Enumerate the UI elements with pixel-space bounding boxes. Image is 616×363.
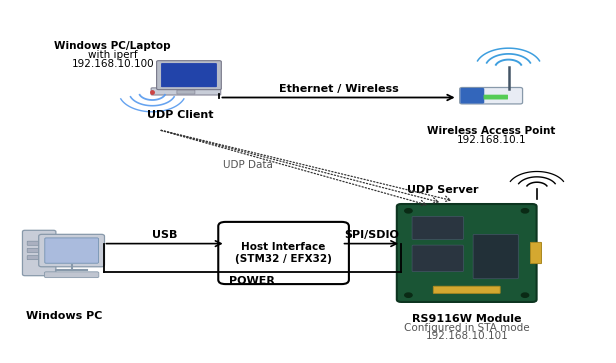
Text: 192.168.10.1: 192.168.10.1 [456, 135, 526, 146]
FancyBboxPatch shape [44, 272, 99, 278]
Text: POWER: POWER [229, 276, 275, 286]
FancyBboxPatch shape [412, 245, 463, 272]
FancyBboxPatch shape [161, 64, 216, 87]
Text: UDP Data: UDP Data [222, 160, 272, 170]
Text: RS9116W Module: RS9116W Module [412, 314, 522, 324]
FancyBboxPatch shape [433, 286, 500, 293]
FancyBboxPatch shape [177, 90, 195, 94]
Text: with iperf: with iperf [88, 50, 137, 60]
Text: UDP Server: UDP Server [407, 185, 478, 195]
FancyBboxPatch shape [473, 234, 518, 279]
FancyBboxPatch shape [27, 256, 51, 260]
Text: UDP Client: UDP Client [147, 110, 213, 121]
FancyBboxPatch shape [27, 248, 51, 253]
Text: Wireless Access Point: Wireless Access Point [427, 126, 555, 136]
Text: 192.168.10.100: 192.168.10.100 [71, 58, 154, 69]
Text: Host Interface: Host Interface [241, 242, 326, 252]
FancyBboxPatch shape [39, 234, 105, 267]
FancyBboxPatch shape [397, 204, 537, 302]
Circle shape [405, 293, 412, 297]
Circle shape [521, 293, 529, 297]
Text: Ethernet / Wireless: Ethernet / Wireless [278, 83, 399, 94]
FancyBboxPatch shape [530, 242, 541, 264]
Text: 192.168.10.101: 192.168.10.101 [425, 331, 508, 341]
Text: Configured in STA mode: Configured in STA mode [404, 323, 530, 333]
Text: (STM32 / EFX32): (STM32 / EFX32) [235, 254, 332, 264]
Circle shape [405, 209, 412, 213]
FancyBboxPatch shape [460, 88, 484, 103]
FancyBboxPatch shape [156, 61, 221, 90]
FancyBboxPatch shape [218, 222, 349, 284]
FancyBboxPatch shape [484, 95, 508, 99]
FancyBboxPatch shape [22, 230, 56, 276]
Text: Windows PC/Laptop: Windows PC/Laptop [54, 41, 171, 51]
FancyBboxPatch shape [412, 217, 463, 240]
Circle shape [521, 209, 529, 213]
FancyBboxPatch shape [151, 88, 221, 95]
FancyBboxPatch shape [27, 241, 51, 245]
Text: SPI/SDIO: SPI/SDIO [344, 230, 399, 240]
Text: USB: USB [152, 230, 177, 240]
Text: Windows PC: Windows PC [26, 310, 102, 321]
FancyBboxPatch shape [45, 238, 99, 263]
FancyBboxPatch shape [460, 87, 522, 104]
